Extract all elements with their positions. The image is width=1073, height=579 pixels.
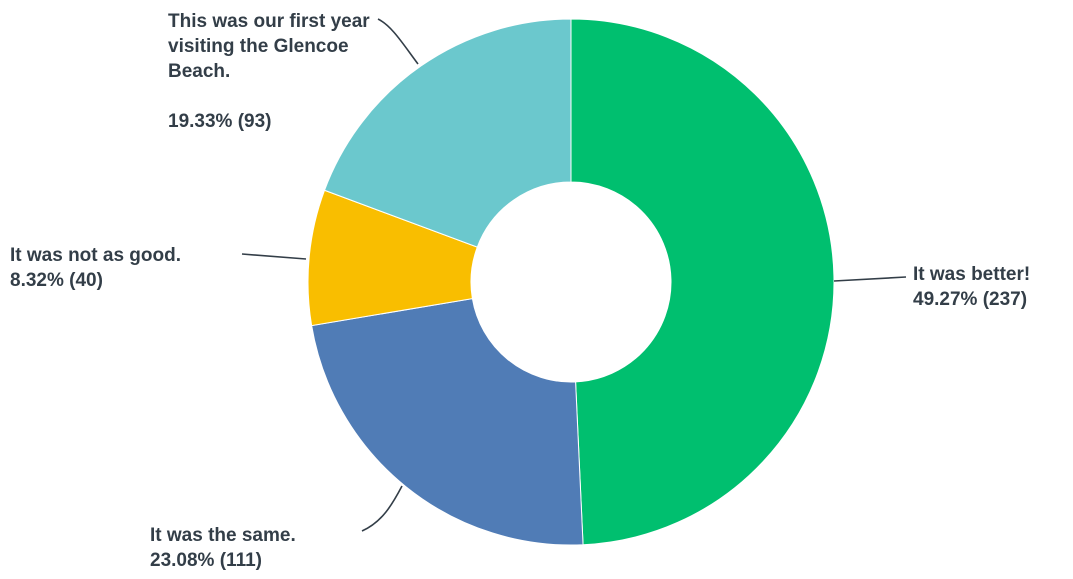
label-it-was-not-as-good: It was not as good. 8.32% (40) <box>10 243 181 293</box>
slice-this-was-our-first-year-visiting-the-glencoe-beach <box>323 18 572 248</box>
label-it-was-the-same: It was the same. 23.08% (111) <box>150 523 296 573</box>
label-name: It was better! <box>913 264 1031 285</box>
slice-it-was-the-same <box>311 297 584 546</box>
label-name: This was our first year visiting the Gle… <box>168 11 370 82</box>
leader-it-was-better <box>833 276 907 282</box>
leader-it-was-not-as-good <box>241 253 307 260</box>
label-value: 49.27% (237) <box>913 289 1028 310</box>
slice-it-was-better <box>570 18 835 546</box>
label-value: 8.32% (40) <box>10 270 103 291</box>
label-first-year-visiting: This was our first year visiting the Gle… <box>168 9 383 134</box>
label-value: 19.33% (93) <box>168 111 272 132</box>
label-name: It was not as good. <box>10 245 182 266</box>
leader-it-was-the-same <box>361 485 403 532</box>
label-it-was-better: It was better! 49.27% (237) <box>913 262 1030 312</box>
label-value: 23.08% (111) <box>150 550 262 571</box>
leader-first-year-visiting <box>377 18 419 65</box>
label-name: It was the same. <box>150 525 296 546</box>
